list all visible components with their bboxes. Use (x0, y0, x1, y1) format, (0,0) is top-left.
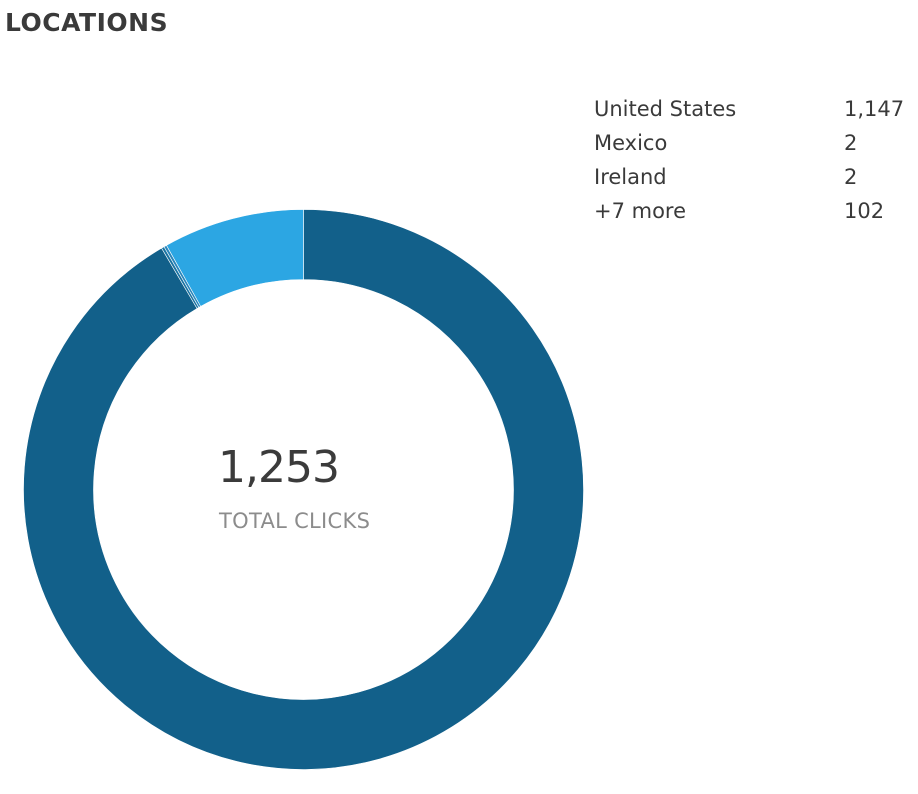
legend-label: Ireland (594, 165, 667, 189)
legend-row-united-states: United States 1,147 (594, 92, 914, 126)
locations-legend: United States 1,147 Mexico 2 Ireland 2 +… (594, 92, 914, 228)
legend-row-ireland: Ireland 2 (594, 160, 914, 194)
legend-label: United States (594, 97, 737, 121)
legend-value: 102 (844, 199, 885, 223)
donut-chart-svg (23, 209, 584, 770)
legend-value: 1,147 (844, 97, 905, 121)
page-title: LOCATIONS (5, 8, 169, 37)
total-clicks-label: TOTAL CLICKS (219, 509, 371, 533)
legend-row-more: +7 more 102 (594, 194, 914, 228)
total-clicks-value: 1,253 (218, 442, 340, 493)
legend-label: Mexico (594, 131, 668, 155)
locations-donut-chart: 1,253 TOTAL CLICKS (23, 209, 584, 770)
legend-value: 2 (844, 131, 858, 155)
donut-slice-united-states (23, 209, 584, 770)
legend-value: 2 (844, 165, 858, 189)
legend-label: +7 more (594, 199, 687, 223)
legend-row-mexico: Mexico 2 (594, 126, 914, 160)
donut-slice-7-more (166, 209, 304, 307)
